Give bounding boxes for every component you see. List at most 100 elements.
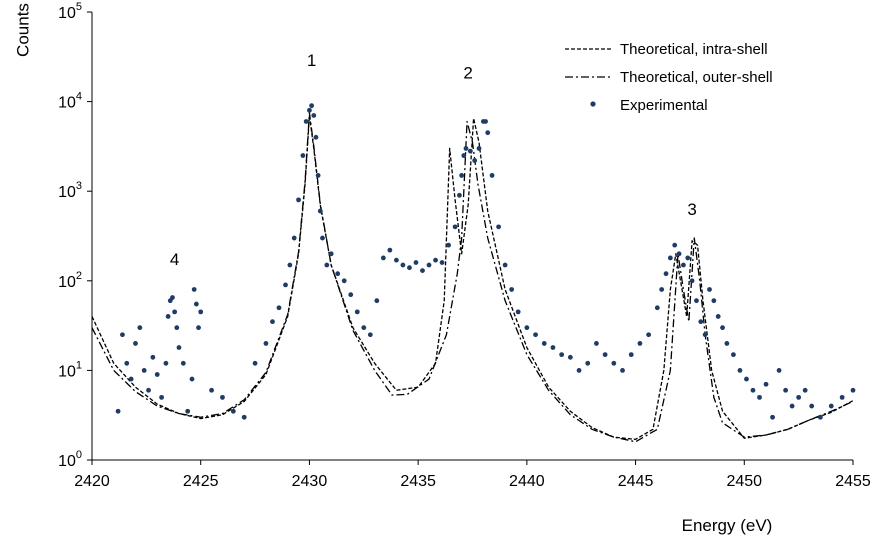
x-tick-label: 2435: [400, 473, 436, 490]
experimental-point: [128, 376, 134, 382]
experimental-point: [776, 368, 782, 373]
experimental-point: [196, 325, 201, 331]
experimental-point: [407, 265, 412, 271]
x-tick-label: 2445: [618, 473, 654, 490]
experimental-point: [698, 319, 704, 325]
legend-marker-experimental: [590, 101, 596, 107]
y-axis-title: Counts: [13, 3, 32, 57]
experimental-point: [737, 368, 743, 373]
experimental-point: [252, 360, 258, 366]
y-tick-label: 101: [58, 359, 82, 380]
experimental-point: [672, 242, 678, 248]
experimental-point: [287, 262, 293, 268]
x-axis-title: Energy (eV): [682, 516, 773, 535]
peak-label: 1: [307, 51, 316, 70]
experimental-point: [141, 368, 147, 373]
experimental-point: [163, 360, 169, 366]
experimental-point: [515, 309, 521, 315]
x-tick-label: 2425: [183, 473, 219, 490]
experimental-point: [115, 408, 121, 414]
experimental-point: [315, 173, 321, 178]
experimental-point: [313, 134, 319, 140]
plot-area: 2420 2425 2430 2435 2440 2445 2450 2455 1001011…: [58, 1, 871, 490]
experimental-point: [731, 352, 736, 358]
experimental-point: [354, 309, 360, 315]
experimental-point: [198, 309, 204, 315]
experimental-point: [309, 103, 314, 109]
y-tick-label: 103: [58, 180, 82, 201]
peak-annotations: 1 2 3 4: [170, 51, 697, 269]
intra-shell-curve: [91, 114, 854, 440]
experimental-point: [380, 255, 386, 261]
experimental-point: [270, 319, 275, 325]
x-tick-label: 2455: [835, 473, 871, 490]
experimental-point: [667, 255, 673, 261]
experimental-point: [426, 262, 432, 268]
experimental-point: [317, 208, 323, 214]
experimental-point: [283, 282, 288, 288]
experimental-point: [193, 301, 199, 307]
y-tick-label: 105: [58, 1, 82, 22]
experimental-point: [311, 113, 317, 118]
experimental-point: [654, 305, 660, 311]
experimental-point: [320, 235, 325, 241]
experimental-point: [763, 381, 769, 387]
experimental-point: [628, 352, 634, 358]
experimental-point: [567, 354, 573, 360]
experimental-point: [300, 153, 306, 158]
peak-label: 2: [463, 64, 472, 83]
legend-label-intra-shell: Theoretical, intra-shell: [620, 41, 768, 58]
experimental-point: [689, 278, 695, 284]
experimental-point: [594, 341, 599, 346]
experimental-point: [341, 278, 347, 284]
experimental-point: [296, 197, 301, 203]
experimental-point: [489, 173, 495, 178]
y-tick-label: 102: [58, 270, 82, 291]
experimental-point: [839, 394, 845, 400]
x-ticks: 2420 2425 2430 2435 2440 2445 2450 2455: [74, 460, 871, 490]
experimental-point: [659, 287, 665, 292]
peak-label: 4: [170, 250, 179, 269]
experimental-point: [502, 262, 508, 268]
experimental-point: [620, 368, 625, 373]
experimental-point: [533, 332, 538, 338]
experimental-point: [307, 107, 312, 113]
y-tick-label: 104: [58, 91, 82, 112]
experimental-point: [720, 325, 725, 331]
outer-shell-curve: [91, 112, 854, 443]
experimental-point: [585, 360, 591, 366]
experimental-point: [663, 271, 669, 277]
experimental-point: [472, 158, 478, 163]
experimental-point: [524, 325, 530, 331]
experimental-point: [809, 403, 815, 409]
x-tick-label: 2420: [74, 473, 110, 490]
experimental-point: [209, 387, 214, 393]
experimental-point: [180, 360, 186, 366]
experimental-point: [476, 146, 482, 151]
experimental-point: [170, 295, 175, 300]
experimental-point: [348, 292, 354, 298]
experimental-point: [509, 287, 515, 292]
experimental-point: [744, 376, 749, 382]
experimental-point: [770, 414, 775, 420]
experimental-point: [559, 352, 565, 358]
experimental-point: [433, 257, 438, 263]
legend-label-outer-shell: Theoretical, outer-shell: [620, 69, 773, 86]
experimental-point: [828, 403, 834, 409]
experimental-point: [715, 314, 721, 319]
experimental-point: [185, 408, 191, 414]
experimental-point: [496, 224, 501, 230]
experimental-point: [137, 325, 143, 331]
experimental-point: [230, 408, 236, 414]
experimental-point: [165, 314, 171, 319]
experimental-point: [707, 287, 712, 292]
experimental-point: [463, 146, 469, 151]
experimental-point: [387, 247, 393, 253]
experimental-point: [367, 332, 373, 338]
y-tick-label: 100: [58, 449, 82, 470]
experimental-point: [146, 387, 151, 393]
legend-label-experimental: Experimental: [620, 97, 708, 114]
experimental-point: [711, 298, 717, 304]
experimental-point: [461, 153, 467, 158]
